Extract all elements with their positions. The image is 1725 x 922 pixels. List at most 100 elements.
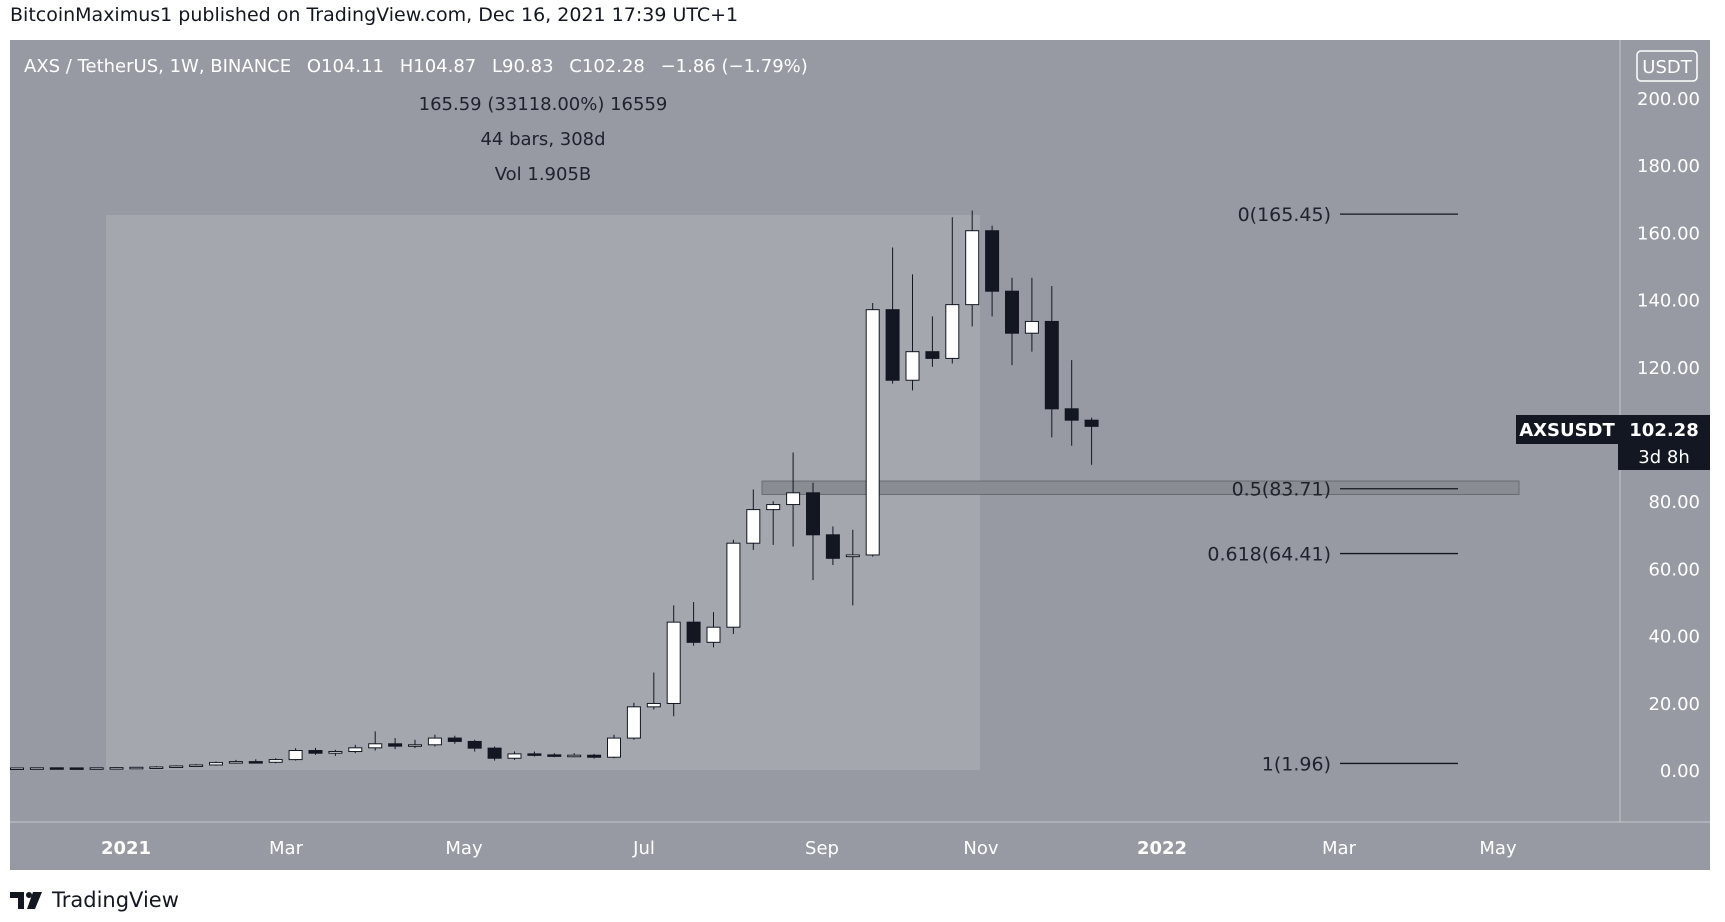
price-chart[interactable]: AXS / TetherUS, 1W, BINANCE O104.11 H104…	[0, 0, 1725, 880]
candle	[89, 767, 104, 770]
candle	[209, 761, 223, 766]
candle-body-down	[985, 230, 1000, 292]
candle-body-down	[1005, 290, 1019, 334]
price-tag-countdown-box	[1618, 444, 1710, 470]
time-axis-ticks: 2021 Mar May Jul Sep Nov 2022 Mar May	[101, 838, 1517, 859]
candle-body-up	[786, 492, 801, 506]
fib-level-label: 0.618(64.41)	[1207, 544, 1331, 566]
candle-body-down	[547, 754, 562, 757]
candle	[547, 753, 562, 758]
time-tick-label: May	[1479, 838, 1517, 859]
candle	[825, 526, 840, 566]
close-label: C	[569, 56, 582, 77]
candle-body-up	[29, 767, 44, 770]
low-value: 90.83	[502, 56, 554, 77]
candle-body-down	[1084, 419, 1099, 427]
candle	[328, 749, 343, 756]
price-tick-label: 120.00	[1637, 358, 1700, 379]
candle	[706, 612, 721, 648]
candle-body-up	[626, 706, 641, 739]
candle-body-up	[567, 754, 582, 758]
candle	[507, 751, 522, 760]
candle	[129, 766, 144, 770]
price-tick-label: 20.00	[1648, 694, 1700, 715]
candle-body-down	[686, 621, 701, 643]
measure-price-change: 165.59 (33118.00%) 16559	[419, 94, 668, 115]
candle	[865, 302, 880, 557]
measure-volume: Vol 1.905B	[495, 164, 592, 185]
candle-body-down	[69, 767, 84, 770]
candle	[905, 274, 920, 391]
candle	[288, 748, 303, 761]
candle-body-up	[607, 737, 621, 758]
candle-body-up	[905, 351, 920, 381]
candle-body-down	[49, 767, 64, 770]
price-tag-countdown: 3d 8h	[1638, 447, 1689, 468]
candle-body-down	[825, 534, 840, 559]
time-tick-label: Mar	[269, 838, 304, 859]
candle	[169, 765, 184, 768]
candle	[726, 539, 741, 634]
tradingview-footer[interactable]: TradingView	[10, 888, 179, 912]
tradingview-logo-icon	[10, 892, 42, 909]
candle-body-up	[129, 766, 144, 770]
support-zone	[761, 480, 1520, 495]
candle-body-up	[666, 621, 681, 704]
fib-level-label: 0(165.45)	[1238, 204, 1331, 226]
candle	[447, 735, 462, 744]
price-tick-label: 60.00	[1648, 559, 1700, 580]
candle-body-up	[965, 230, 980, 306]
price-tick-label: 80.00	[1648, 492, 1700, 513]
candle	[69, 767, 84, 770]
candle-body-up	[408, 744, 422, 747]
fib-level-label: 1(1.96)	[1262, 753, 1331, 775]
candle	[29, 767, 44, 770]
candle	[806, 482, 820, 581]
candle-body-up	[149, 766, 164, 769]
candle-body-up	[89, 767, 104, 770]
candle	[408, 739, 422, 749]
candle-body-up	[368, 743, 383, 749]
open-value: 104.11	[321, 56, 384, 77]
candle-body-up	[865, 309, 880, 556]
price-tick-label: 40.00	[1648, 627, 1700, 648]
price-tick-label: 140.00	[1637, 291, 1700, 312]
candle-body-up	[209, 762, 223, 766]
candle-body-down	[388, 743, 403, 747]
candle-body-up	[328, 751, 343, 754]
candle	[109, 767, 124, 770]
candle	[607, 734, 621, 759]
candle-body-up	[766, 504, 781, 511]
candle	[487, 746, 502, 761]
candle-body-down	[1044, 320, 1059, 410]
time-tick-label: Jul	[632, 838, 655, 859]
candle-body-up	[169, 765, 184, 768]
candle-body-up	[706, 626, 721, 643]
candle	[1005, 277, 1019, 366]
price-tick-label: 0.00	[1660, 761, 1700, 782]
measure-bars: 44 bars, 308d	[480, 129, 605, 150]
candle	[766, 501, 781, 545]
price-tag-symbol-box	[1516, 415, 1618, 444]
currency-button[interactable]: USDT	[1636, 50, 1698, 82]
candle	[348, 744, 363, 754]
candle-body-up	[109, 767, 124, 770]
candle	[786, 452, 801, 547]
candle-body-down	[527, 753, 542, 756]
candle	[388, 738, 403, 750]
price-tag-price: 102.28	[1629, 420, 1698, 441]
candle-body-up	[348, 747, 363, 753]
open-label: O	[307, 56, 321, 77]
candle	[1084, 417, 1099, 465]
candle	[1024, 277, 1039, 352]
candle-body-up	[10, 767, 24, 770]
candle	[845, 529, 860, 606]
time-axis-panel	[10, 822, 1710, 870]
fib-retracement: 0(165.45) 0.5(83.71) 0.618(64.41) 1(1.96)	[1207, 204, 1458, 775]
candle	[985, 225, 1000, 317]
fib-level-label: 0.5(83.71)	[1232, 479, 1331, 501]
candle	[646, 672, 661, 710]
candle-body-down	[308, 750, 323, 754]
candle	[746, 489, 761, 550]
